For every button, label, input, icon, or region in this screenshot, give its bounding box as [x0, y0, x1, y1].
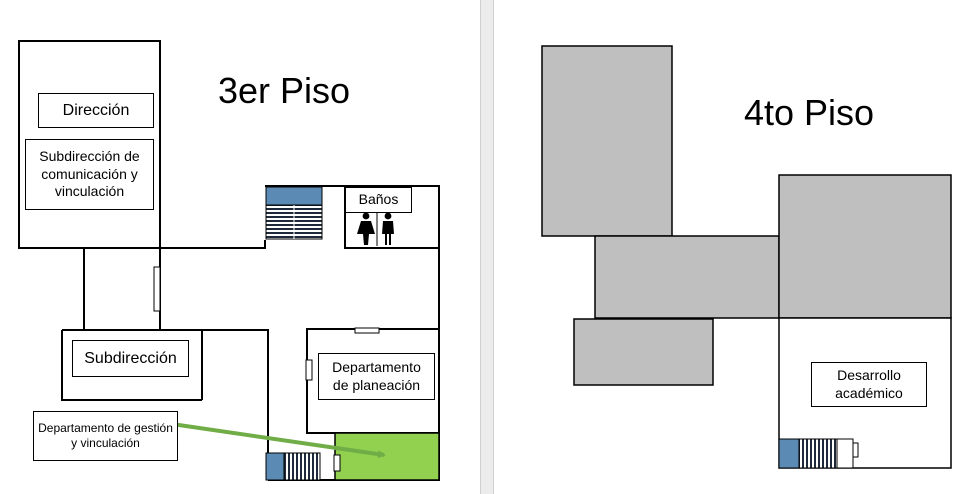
floor-3-title: 3er Piso [218, 70, 351, 111]
door-icon [333, 454, 341, 472]
door-icon [305, 359, 313, 381]
subdireccion-label: Subdirección [72, 340, 189, 377]
wall-direccion-left [18, 40, 160, 249]
subdireccion-comunicacion-label: Subdirección de comunicación y vinculaci… [25, 139, 154, 210]
arrow-icon [171, 422, 386, 459]
floor-3-plan [18, 40, 440, 481]
stairs-icon [265, 186, 323, 240]
gray-block [594, 235, 780, 319]
wall-subdireccion [61, 330, 202, 401]
stairs-icon [778, 438, 854, 469]
gray-block [778, 174, 952, 319]
door-icon [354, 327, 380, 334]
floor-3-panel: 3er Piso Dirección Subdirección de comun… [0, 0, 480, 494]
stairs-icon [265, 452, 321, 481]
gray-block [541, 45, 673, 237]
banos-label: Baños [345, 187, 412, 213]
door-icon [852, 442, 859, 458]
panel-divider [480, 0, 494, 494]
gestion-label: Departamento de gestión y vinculación [33, 411, 178, 461]
highlight-room [334, 432, 440, 481]
planeacion-label: Departamento de planeación [318, 353, 435, 400]
restroom-icon [357, 212, 394, 246]
floor-4-title: 4to Piso [744, 92, 875, 133]
floor-4-plan [541, 45, 952, 469]
gray-block [573, 318, 714, 386]
door-icon [153, 266, 161, 312]
floor-4-panel: 4to Piso Desarrollo académico [494, 0, 966, 494]
direccion-label: Dirección [38, 93, 154, 128]
desarrollo-label: Desarrollo académico [811, 362, 927, 407]
